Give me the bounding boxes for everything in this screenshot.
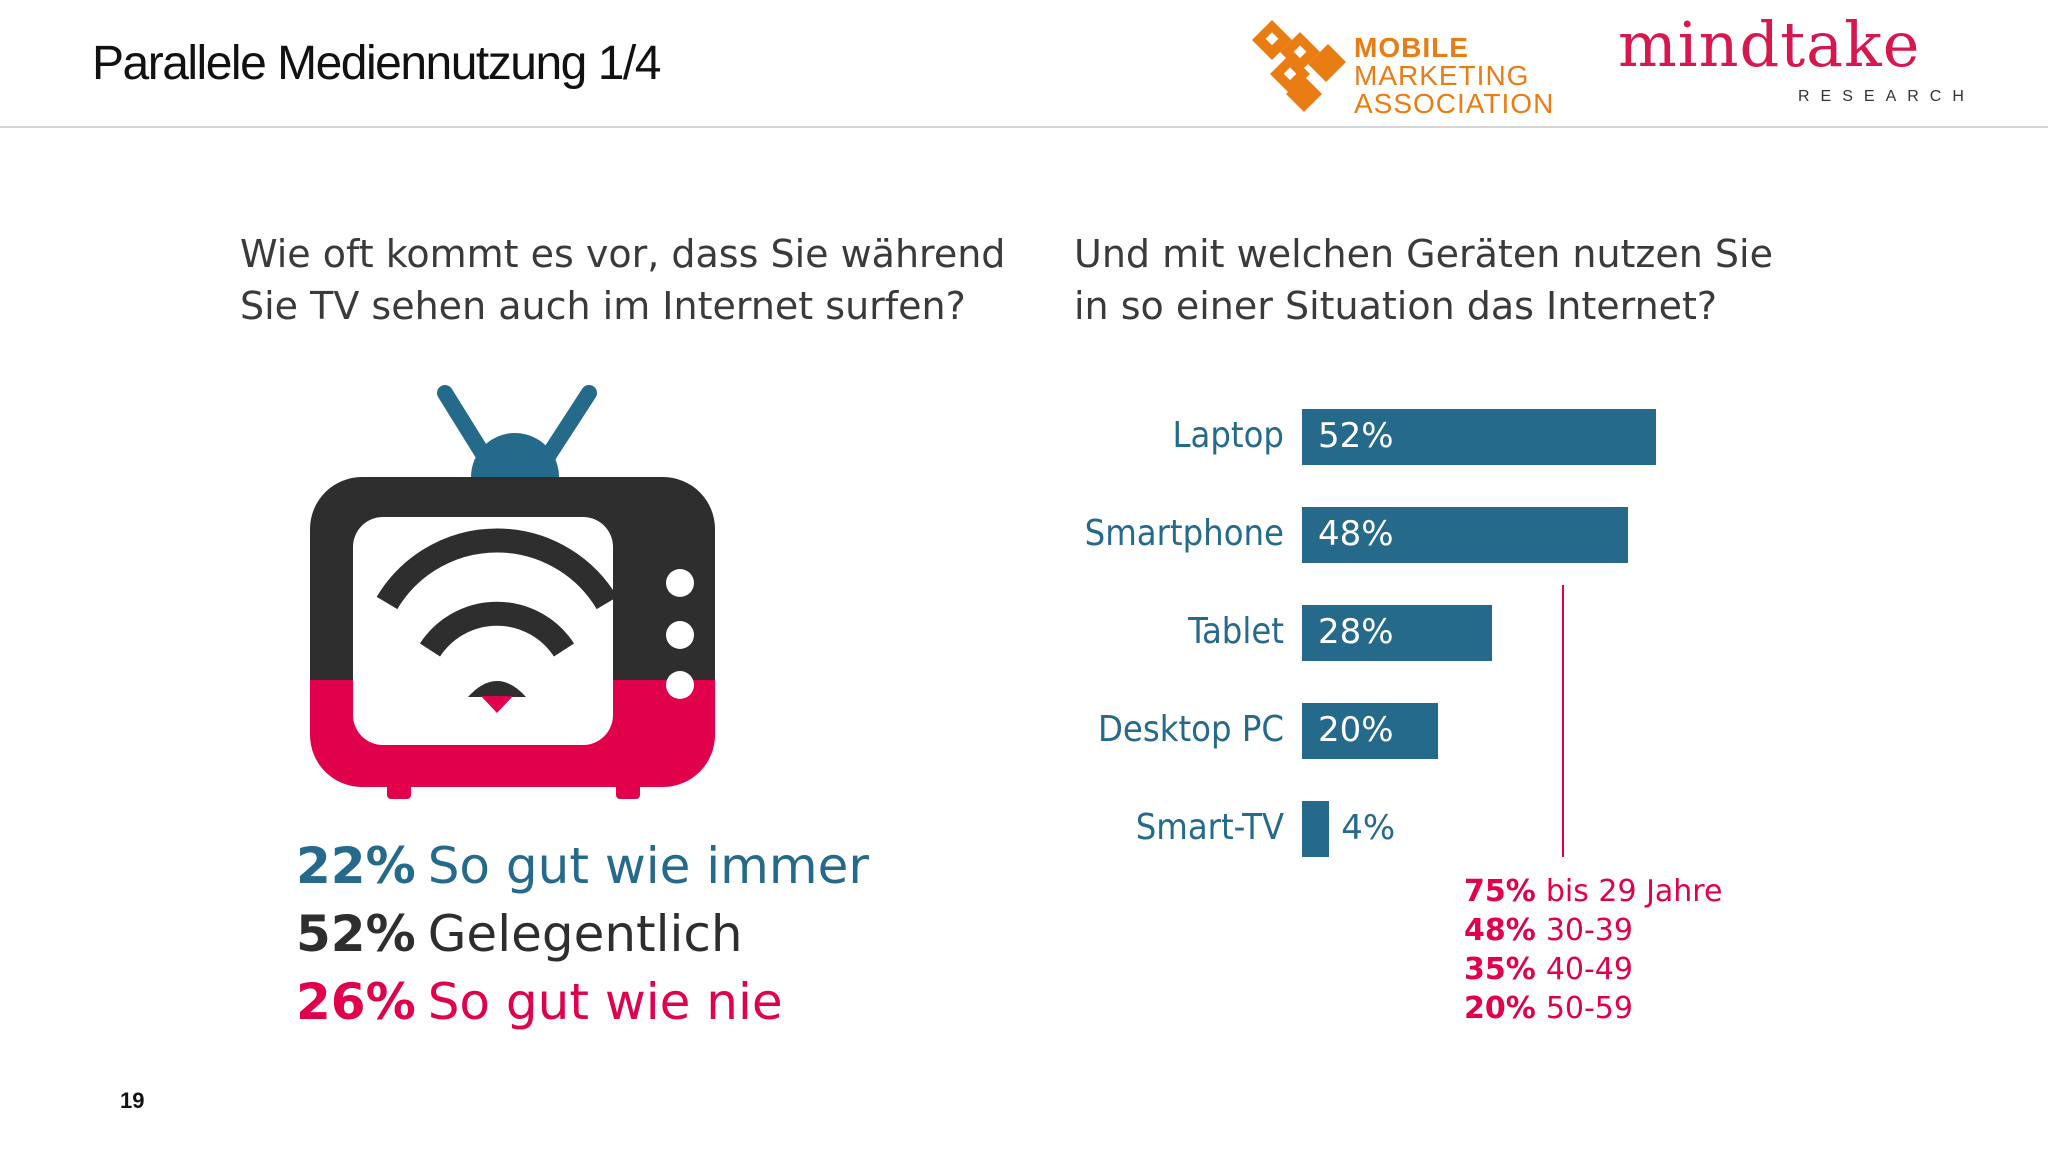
header-divider <box>0 126 2048 128</box>
age-breakdown-percent: 35% <box>1464 952 1536 987</box>
age-breakdown-percent: 20% <box>1464 991 1536 1026</box>
tablet-age-breakdown: 75% bis 29 Jahre 48% 30-39 35% 40-49 20% 50-… <box>1464 872 1722 1028</box>
bar <box>1302 507 1629 563</box>
bar-value-label: 4% <box>1341 808 1396 848</box>
frequency-label: So gut wie immer <box>427 837 869 895</box>
frequency-item: 22% So gut wie immer <box>296 832 869 900</box>
frequency-label: Gelegentlich <box>427 905 743 963</box>
mindtake-subline: RESEARCH <box>1798 88 1975 105</box>
bar-value-label: 48% <box>1318 514 1394 554</box>
tv-wifi-icon <box>310 385 715 799</box>
age-breakdown-item: 48% 30-39 <box>1464 911 1722 950</box>
right-question-line: Und mit welchen Geräten nutzen Sie <box>1074 232 1773 276</box>
mma-logo: MOBILE MARKETING ASSOCIATION <box>1248 16 1578 119</box>
left-question-line: Wie oft kommt es vor, dass Sie während <box>240 232 1006 276</box>
frequency-item: 52% Gelegentlich <box>296 900 869 968</box>
frequency-list: 22% So gut wie immer 52% Gelegentlich 26% S… <box>296 832 869 1036</box>
page-title: Parallele Mediennutzung 1/4 <box>92 37 661 90</box>
bar-category-label: Tablet <box>1188 611 1284 652</box>
bar-value-label: 20% <box>1318 710 1394 750</box>
age-breakdown-item: 20% 50-59 <box>1464 989 1722 1028</box>
mma-line-2: MARKETING <box>1354 60 1530 91</box>
mma-mark-icon <box>1252 20 1346 112</box>
left-question: Wie oft kommt es vor, dass Sie während S… <box>240 228 1005 332</box>
frequency-percent: 22% <box>296 837 416 895</box>
bar-category-label: Smartphone <box>1084 513 1284 554</box>
bar-category-label: Smart-TV <box>1135 807 1284 848</box>
frequency-percent: 26% <box>296 973 416 1031</box>
age-breakdown-item: 35% 40-49 <box>1464 950 1722 989</box>
bar <box>1302 801 1330 857</box>
bar-value-label: 52% <box>1318 416 1394 456</box>
frequency-label: So gut wie nie <box>427 973 783 1031</box>
age-breakdown-percent: 75% <box>1464 874 1536 909</box>
frequency-item: 26% So gut wie nie <box>296 968 869 1036</box>
bar-category-label: Desktop PC <box>1097 709 1284 750</box>
frequency-percent: 52% <box>296 905 416 963</box>
bar <box>1302 409 1656 465</box>
bar <box>1302 605 1493 661</box>
age-breakdown-percent: 48% <box>1464 913 1536 948</box>
page-number: 19 <box>120 1088 145 1113</box>
mma-line-1: MOBILE <box>1354 32 1469 63</box>
mindtake-logo: mindtake RESEARCH <box>1618 8 1998 108</box>
bar-value-label: 28% <box>1318 612 1394 652</box>
tablet-callout-line <box>1562 585 1564 857</box>
age-breakdown-item: 75% bis 29 Jahre <box>1464 872 1722 911</box>
age-breakdown-label: bis 29 Jahre <box>1545 874 1723 909</box>
age-breakdown-label: 30-39 <box>1545 913 1633 948</box>
right-question-line: in so einer Situation das Internet? <box>1074 284 1718 328</box>
age-breakdown-label: 50-59 <box>1545 991 1633 1026</box>
bar <box>1302 703 1438 759</box>
bar-category-label: Laptop <box>1172 415 1284 456</box>
mma-line-3: ASSOCIATION <box>1354 88 1555 119</box>
age-breakdown-label: 40-49 <box>1545 952 1633 987</box>
mindtake-wordmark: mindtake <box>1618 8 1921 81</box>
left-question-line: Sie TV sehen auch im Internet surfen? <box>240 284 966 328</box>
right-question: Und mit welchen Geräten nutzen Sie in so… <box>1074 228 1773 332</box>
